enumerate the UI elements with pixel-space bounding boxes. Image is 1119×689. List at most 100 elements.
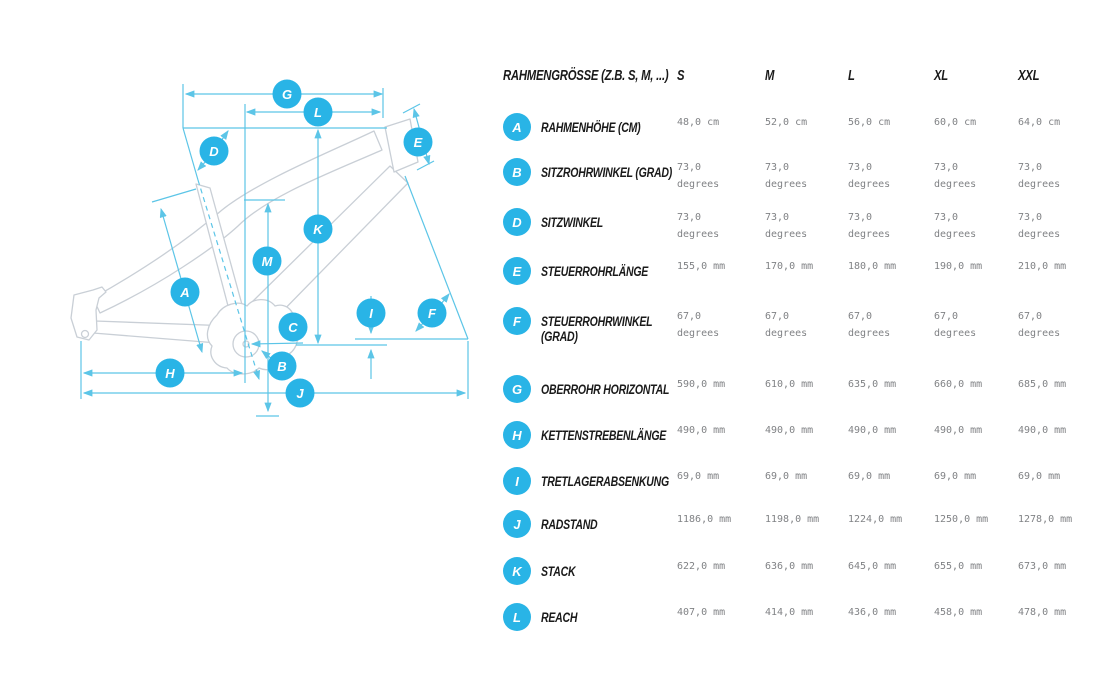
seat-tube-axis <box>182 127 260 381</box>
value-l: 490,0 mm <box>848 425 897 436</box>
row-label: SITZWINKEL <box>541 215 604 230</box>
diagram-badge-C: C <box>278 312 308 342</box>
value-m: 636,0 mm <box>765 561 814 572</box>
row-label-cell: STEUERROHRWINKEL (GRAD) <box>541 307 677 344</box>
value-m: 490,0 mm <box>765 425 814 436</box>
geometry-row: A RAHMENHÖHE (CM) 48,0 cm 52,0 cm 56,0 c… <box>503 113 1115 158</box>
row-badge-cell: H <box>503 421 541 449</box>
value-xxl: 685,0 mm <box>1018 379 1067 390</box>
value-m: 69,0 mm <box>765 471 808 482</box>
row-label: RAHMENHÖHE (CM) <box>541 120 641 135</box>
row-badge-letter: G <box>511 381 523 397</box>
row-badge: J <box>503 510 531 538</box>
value-xl: 69,0 mm <box>934 471 977 482</box>
row-badge: F <box>503 307 531 335</box>
row-label: STEUERROHRLÄNGE <box>541 264 649 279</box>
value-s: 67,0 degrees <box>677 311 720 339</box>
value-xl: 67,0 degrees <box>934 311 977 339</box>
row-badge-letter: L <box>513 609 521 625</box>
svg-text:B: B <box>277 359 286 374</box>
row-badge-cell: B <box>503 158 541 193</box>
row-label-cell: REACH <box>541 603 677 631</box>
size-column-xxl: XXL <box>1018 68 1040 84</box>
row-label-cell: SITZWINKEL <box>541 208 677 243</box>
svg-text:E: E <box>414 135 423 150</box>
diagram-badge-M: M <box>252 246 282 276</box>
frame-size-heading: RAHMENGRÖSSE (Z.B. S, M, ...) <box>503 68 669 84</box>
steering-axis <box>404 175 469 340</box>
value-l: 67,0 degrees <box>848 311 891 339</box>
row-badge-cell: I <box>503 467 541 495</box>
row-label: OBERROHR HORIZONTAL <box>541 382 670 397</box>
rear-dropout <box>70 286 107 341</box>
dimension-M <box>244 199 285 417</box>
value-xl: 655,0 mm <box>934 561 983 572</box>
header-label-cell: RAHMENGRÖSSE (Z.B. S, M, ...) <box>503 68 677 84</box>
value-s: 622,0 mm <box>677 561 726 572</box>
size-column-l: L <box>848 68 855 84</box>
value-m: 73,0 degrees <box>765 212 808 240</box>
value-xxl: 69,0 mm <box>1018 471 1061 482</box>
svg-text:H: H <box>165 366 175 381</box>
row-label: TRETLAGERABSENKUNG <box>541 474 670 489</box>
row-label: STEUERROHRWINKEL <box>541 314 653 329</box>
value-xxl: 64,0 cm <box>1018 117 1061 128</box>
geometry-table: RAHMENGRÖSSE (Z.B. S, M, ...) S M L XL X… <box>503 68 1115 631</box>
row-badge-letter: E <box>512 263 522 279</box>
row-label-cell: OBERROHR HORIZONTAL <box>541 375 677 403</box>
bike-geometry-diagram: A B C D E F G H <box>70 79 469 417</box>
value-xl: 490,0 mm <box>934 425 983 436</box>
value-xxl: 210,0 mm <box>1018 261 1067 272</box>
value-xxl: 67,0 degrees <box>1018 311 1061 339</box>
value-s: 48,0 cm <box>677 117 720 128</box>
row-label: STACK <box>541 564 576 579</box>
row-label: RADSTAND <box>541 517 598 532</box>
row-badge-letter: I <box>515 473 519 489</box>
row-label-cell: SITZROHRWINKEL (GRAD) <box>541 158 677 193</box>
svg-text:G: G <box>282 87 292 102</box>
row-badge: D <box>503 208 531 236</box>
value-xxl: 73,0 degrees <box>1018 162 1061 190</box>
diagram-badge-L: L <box>303 97 333 127</box>
row-badge: I <box>503 467 531 495</box>
value-xl: 73,0 degrees <box>934 212 977 240</box>
diagram-badge-B: B <box>267 351 297 381</box>
value-l: 56,0 cm <box>848 117 891 128</box>
value-s: 73,0 degrees <box>677 162 720 190</box>
row-badge: L <box>503 603 531 631</box>
value-l: 73,0 degrees <box>848 212 891 240</box>
row-badge-letter: B <box>512 164 522 180</box>
row-badge: A <box>503 113 531 141</box>
row-label-cell: KETTENSTREBENLÄNGE <box>541 421 677 449</box>
row-badge-letter: H <box>512 427 522 443</box>
geometry-row: L REACH 407,0 mm 414,0 mm 436,0 mm 458,0… <box>503 603 1115 631</box>
row-badge-cell: K <box>503 557 541 585</box>
svg-text:J: J <box>296 386 304 401</box>
value-s: 590,0 mm <box>677 379 726 390</box>
row-badge-letter: A <box>512 119 522 135</box>
svg-text:L: L <box>314 105 322 120</box>
svg-text:F: F <box>428 306 437 321</box>
value-m: 73,0 degrees <box>765 162 808 190</box>
diagram-badge-J: J <box>285 378 315 408</box>
dimension-C <box>250 340 304 348</box>
geometry-row: B SITZROHRWINKEL (GRAD) 73,0 degrees 73,… <box>503 158 1115 208</box>
geometry-row: H KETTENSTREBENLÄNGE 490,0 mm 490,0 mm 4… <box>503 421 1115 467</box>
value-xl: 458,0 mm <box>934 607 983 618</box>
value-xxl: 1278,0 mm <box>1018 514 1073 525</box>
geometry-row: F STEUERROHRWINKEL (GRAD) 67,0 degrees 6… <box>503 307 1115 375</box>
value-l: 69,0 mm <box>848 471 891 482</box>
row-label-cell: RAHMENHÖHE (CM) <box>541 113 677 141</box>
value-s: 407,0 mm <box>677 607 726 618</box>
geometry-table-header: RAHMENGRÖSSE (Z.B. S, M, ...) S M L XL X… <box>503 68 1115 84</box>
geometry-rows: A RAHMENHÖHE (CM) 48,0 cm 52,0 cm 56,0 c… <box>503 113 1115 631</box>
row-label: KETTENSTREBENLÄNGE <box>541 428 667 443</box>
row-badge-cell: J <box>503 510 541 538</box>
dimension-J <box>82 341 469 399</box>
diagram-badge-E: E <box>403 127 433 157</box>
svg-text:D: D <box>209 144 219 159</box>
size-column-m: M <box>765 68 775 84</box>
diagram-badge-G: G <box>272 79 302 109</box>
value-xxl: 73,0 degrees <box>1018 212 1061 240</box>
